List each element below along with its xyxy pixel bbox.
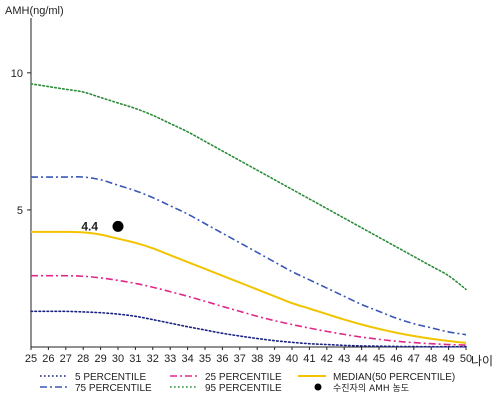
series-line-25-percentile bbox=[30, 274, 467, 346]
x-tick-label: 39 bbox=[268, 353, 280, 365]
x-tick-label: 25 bbox=[25, 353, 37, 365]
patient-amh-value-label: 4.4 bbox=[81, 219, 98, 233]
x-tick-label: 41 bbox=[303, 353, 315, 365]
x-tick-label: 44 bbox=[355, 353, 367, 365]
x-tick-label: 40 bbox=[286, 353, 298, 365]
x-tick-label: 50 bbox=[460, 353, 472, 365]
legend-label-75-percentile: 75 PERCENTILE bbox=[75, 383, 152, 394]
x-tick-label: 48 bbox=[425, 353, 437, 365]
series-line-5-percentile bbox=[30, 310, 467, 348]
series-lines bbox=[30, 83, 467, 348]
x-tick-labels: 25 26 27 28 29 30 31 32 33 34 35 36 37 38 39 40 41 42 43 44… bbox=[25, 353, 472, 365]
x-tick-label: 28 bbox=[77, 353, 89, 365]
legend-label-median-50-percentile: MEDIAN(50 PERCENTILE) bbox=[333, 372, 455, 383]
x-tick-label: 34 bbox=[181, 353, 193, 365]
x-tick-label: 47 bbox=[408, 353, 420, 365]
x-tick-label: 37 bbox=[234, 353, 246, 365]
axes bbox=[27, 18, 467, 350]
legend-label-25-percentile: 25 PERCENTILE bbox=[205, 372, 282, 383]
patient-marker: 4.4 bbox=[81, 219, 124, 233]
x-tick-label: 32 bbox=[147, 353, 159, 365]
x-tick-label: 36 bbox=[216, 353, 228, 365]
x-tick-label: 46 bbox=[390, 353, 402, 365]
y-tick-labels: 5 10 bbox=[11, 68, 23, 217]
legend: 5 PERCENTILE 25 PERCENTILE MEDIAN(50 PERCE… bbox=[40, 372, 455, 394]
series-line-median-50-percentile bbox=[31, 230, 467, 344]
x-tick-label: 29 bbox=[94, 353, 106, 365]
x-tick-label: 49 bbox=[442, 353, 454, 365]
x-tick-label: 27 bbox=[60, 353, 72, 365]
y-axis-title: AMH(ng/ml) bbox=[5, 5, 64, 17]
x-tick-label: 43 bbox=[338, 353, 350, 365]
x-tick-label: 26 bbox=[42, 353, 54, 365]
x-tick-label: 31 bbox=[129, 353, 141, 365]
legend-label-patient-amh: 수진자의 AMH 농도 bbox=[333, 383, 409, 394]
patient-amh-point bbox=[112, 220, 124, 232]
x-tick-label: 33 bbox=[164, 353, 176, 365]
x-tick-label: 45 bbox=[373, 353, 385, 365]
x-tick-label: 38 bbox=[251, 353, 263, 365]
legend-swatch-patient-amh bbox=[314, 383, 322, 391]
series-line-95-percentile bbox=[30, 83, 467, 291]
y-tick-label: 5 bbox=[17, 205, 23, 217]
y-tick-label: 10 bbox=[11, 68, 23, 80]
x-axis-title: 나이 bbox=[471, 354, 493, 368]
x-tick-label: 30 bbox=[112, 353, 124, 365]
x-tick-label: 35 bbox=[199, 353, 211, 365]
x-tick-label: 42 bbox=[321, 353, 333, 365]
legend-label-5-percentile: 5 PERCENTILE bbox=[75, 372, 146, 383]
series-line-75-percentile bbox=[30, 176, 467, 336]
legend-label-95-percentile: 95 PERCENTILE bbox=[205, 383, 282, 394]
